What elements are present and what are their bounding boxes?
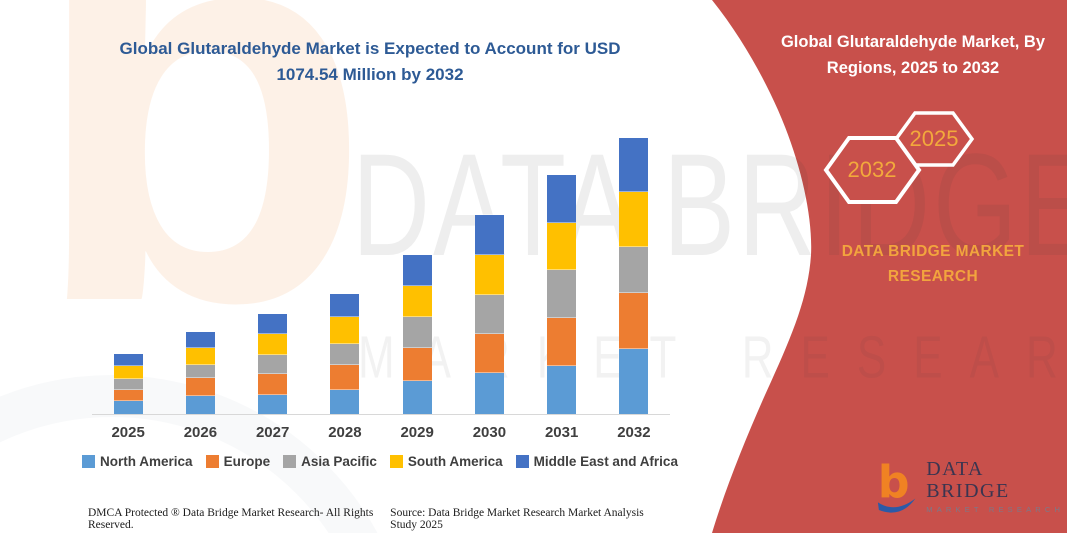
legend-item-europe: Europe	[205, 454, 271, 469]
bar-segment-2028-asia-pacific	[330, 344, 360, 366]
footer-dmca-text: DMCA Protected ® Data Bridge Market Rese…	[88, 507, 374, 531]
legend-marker-icon	[283, 455, 297, 468]
hexagon-badges: 2025 2032	[823, 111, 975, 204]
bar-segment-2027-europe	[258, 373, 288, 395]
legend-marker-icon	[205, 455, 219, 468]
footer-source-text: Source: Data Bridge Market Research Mark…	[390, 507, 644, 531]
bar-segment-2028-middle-east-and-africa	[330, 294, 360, 318]
x-label-2031: 2031	[544, 424, 579, 441]
legend-label: Asia Pacific	[301, 454, 377, 469]
bar-segment-2029-middle-east-and-africa	[402, 255, 432, 286]
svg-text:b: b	[878, 458, 910, 509]
bar-segment-2025-south-america	[113, 366, 143, 380]
bar-segment-2025-asia-pacific	[113, 379, 143, 390]
bar-segment-2030-south-america	[474, 255, 504, 295]
legend-label: South America	[407, 454, 503, 469]
bar-segment-2029-south-america	[402, 285, 432, 318]
watermark-b-logo: b	[30, 0, 373, 418]
bar-2028	[309, 128, 381, 414]
bar-2027	[237, 128, 309, 414]
footer: DMCA Protected ® Data Bridge Market Rese…	[88, 507, 670, 531]
x-label-2032: 2032	[617, 424, 651, 441]
logo-b-icon: b	[877, 458, 916, 513]
bar-2025	[92, 128, 164, 414]
bar-segment-2027-middle-east-and-africa	[258, 313, 288, 334]
logo-subtitle: MARKET RESEARCH	[926, 505, 1065, 514]
logo-name: DATA BRIDGE	[926, 458, 1010, 502]
bar-segment-2026-south-america	[185, 348, 215, 365]
bar-segment-2030-asia-pacific	[474, 294, 504, 334]
bar-segment-2027-north-america	[258, 394, 288, 414]
bar-segment-2026-europe	[185, 378, 215, 397]
bar-segment-2026-middle-east-and-africa	[185, 332, 215, 349]
bar-segment-2029-asia-pacific	[402, 317, 432, 349]
bar-segment-2031-south-america	[547, 222, 577, 270]
bar-segment-2032-north-america	[619, 349, 649, 414]
bar-segment-2026-north-america	[185, 396, 215, 414]
bar-segment-2031-middle-east-and-africa	[547, 175, 577, 223]
bar-segment-2031-europe	[547, 317, 577, 367]
bar-2031	[526, 128, 598, 414]
bar-segment-2028-south-america	[330, 317, 360, 345]
x-label-2028: 2028	[328, 424, 362, 441]
bar-2030	[453, 128, 525, 414]
bar-segment-2025-north-america	[113, 400, 143, 414]
legend-item-asia-pacific: Asia Pacific	[283, 454, 377, 469]
bar-segment-2028-north-america	[330, 389, 360, 414]
bar-segment-2027-asia-pacific	[258, 354, 288, 374]
banner-title: Global Glutaraldehyde Market, By Regions…	[780, 33, 1046, 77]
bar-segment-2030-europe	[474, 333, 504, 373]
bar-2029	[381, 128, 453, 414]
x-axis-labels: 2025 2026 2027 2028 2029 2030 2031 2032	[92, 424, 670, 441]
legend-label: Middle East and Africa	[533, 454, 678, 469]
bar-segment-2031-asia-pacific	[547, 269, 577, 318]
hexagon-2032	[823, 136, 922, 204]
x-label-2029: 2029	[400, 424, 434, 441]
bar-segment-2028-europe	[330, 365, 360, 390]
legend-item-middle-east-and-africa: Middle East and Africa	[515, 454, 678, 469]
legend-marker-icon	[515, 455, 529, 468]
company-logo: b DATA BRIDGE MARKET RESEARCH	[876, 458, 1067, 514]
bar-segment-2027-south-america	[258, 333, 288, 355]
bar-segment-2026-asia-pacific	[185, 364, 215, 379]
legend-item-south-america: South America	[389, 454, 503, 469]
banner-brand-text: DATA BRIDGE MARKET RESEARCH	[841, 243, 1025, 285]
legend-marker-icon	[389, 455, 403, 468]
bar-segment-2031-north-america	[547, 366, 577, 414]
x-label-2025: 2025	[111, 424, 145, 441]
x-label-2027: 2027	[255, 424, 290, 441]
legend: North America Europe Asia Pacific South Ame…	[80, 454, 680, 469]
hexagon-2032-label: 2032	[848, 157, 897, 182]
bar-segment-2025-middle-east-and-africa	[113, 354, 143, 367]
bar-segment-2030-middle-east-and-africa	[474, 215, 504, 256]
bar-segment-2032-south-america	[619, 192, 649, 247]
legend-marker-icon	[82, 455, 96, 468]
bar-segment-2029-europe	[402, 348, 432, 382]
legend-label: North America	[100, 454, 193, 469]
bar-segment-2025-europe	[113, 389, 143, 401]
x-label-2026: 2026	[183, 424, 218, 441]
bar-segment-2032-asia-pacific	[619, 247, 649, 293]
hexagon-2025-label: 2025	[910, 126, 959, 151]
bar-2026	[164, 128, 236, 414]
bar-2032	[598, 128, 670, 414]
bar-segment-2032-middle-east-and-africa	[619, 137, 649, 192]
bar-segment-2029-north-america	[402, 381, 432, 414]
legend-label: Europe	[223, 454, 271, 469]
banner-polygon	[712, 0, 1067, 533]
plot-area	[92, 128, 670, 415]
x-label-2030: 2030	[472, 424, 507, 441]
bar-segment-2030-north-america	[474, 372, 504, 414]
legend-item-north-america: North America	[82, 454, 193, 469]
chart-title: Global Glutaraldehyde Market is Expected…	[119, 39, 621, 84]
bar-segment-2032-europe	[619, 293, 649, 349]
